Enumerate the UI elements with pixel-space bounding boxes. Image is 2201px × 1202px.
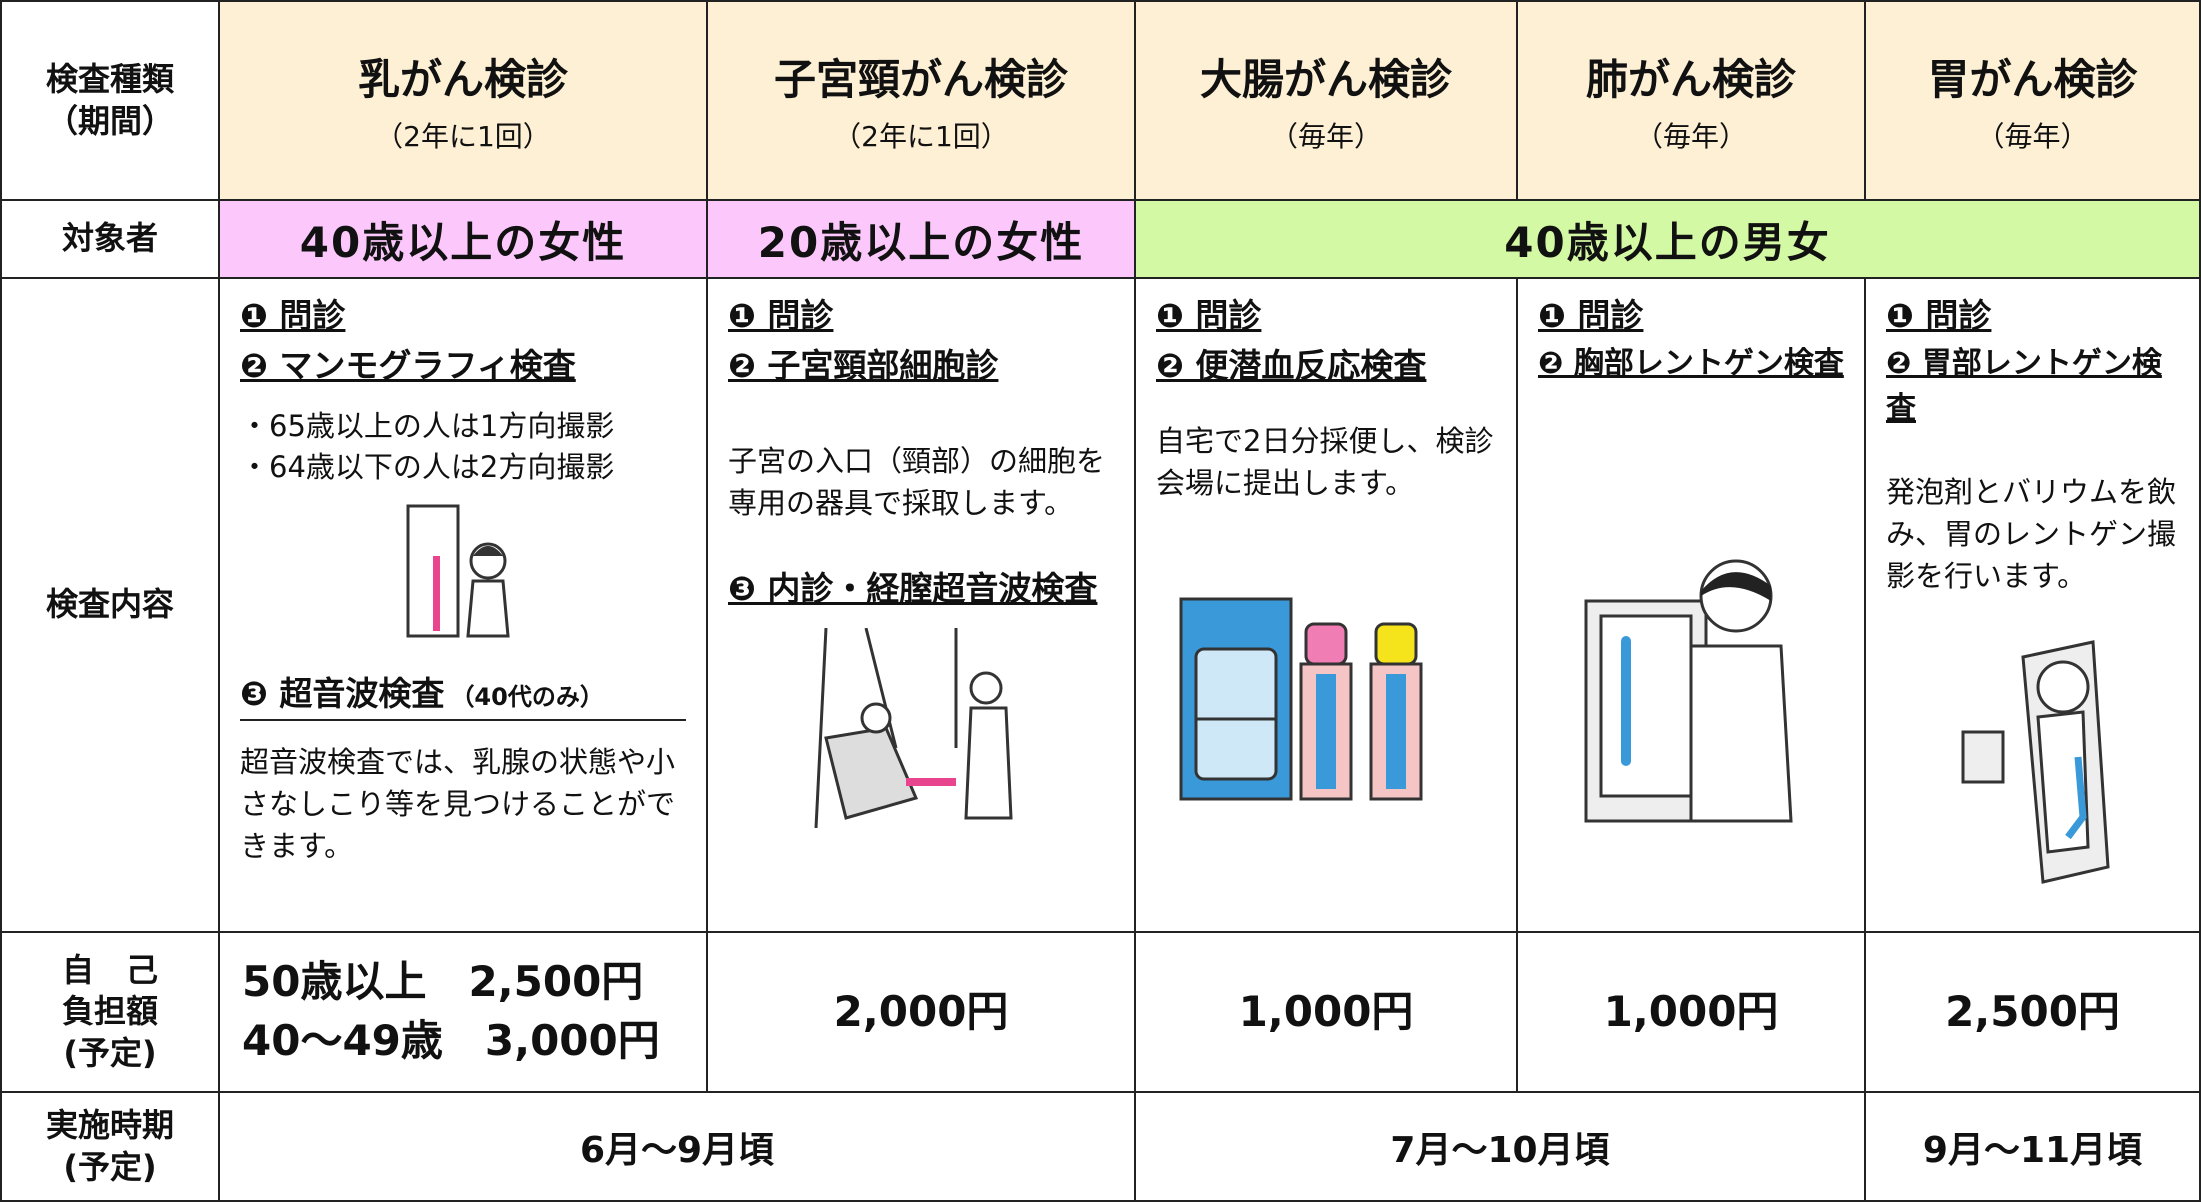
header-cell: 肺がん検診 （毎年） [1516, 0, 1866, 201]
exam-item: ❶ 問診 [240, 296, 346, 335]
schedule-value: 7月〜10月頃 [1390, 1129, 1610, 1171]
target-cell: 20歳以上の女性 [706, 199, 1136, 279]
exam-item: ❷ マンモグラフィ検査 [240, 345, 576, 385]
schedule-cell: 6月〜9月頃 [218, 1091, 1136, 1202]
cost-label-cell: 自 己 負担額 (予定) [0, 931, 220, 1093]
note: ・64歳以下の人は2方向撮影 [240, 449, 615, 484]
description: 超音波検査では、乳腺の状態や小さなしこり等を見つけることができます。 [240, 744, 676, 863]
exam-item: ❷ 胸部レントゲン検査 [1538, 345, 1844, 381]
cost-value: 40〜49歳 3,000円 [242, 1016, 660, 1065]
header-cell: 子宮頸がん検診 （2年に1回） [706, 0, 1136, 201]
exam-period: （毎年） [1976, 120, 2089, 153]
schedule-value: 6月〜9月頃 [579, 1129, 775, 1171]
cost-value: 1,000円 [1238, 986, 1414, 1036]
cost-value: 1,000円 [1603, 986, 1779, 1036]
description: 発泡剤とバリウムを飲み、胃のレントゲン撮影を行います。 [1886, 474, 2177, 593]
cost-cell: 50歳以上 2,500円 40〜49歳 3,000円 [218, 931, 708, 1093]
schedule-cell: 7月〜10月頃 [1134, 1091, 1866, 1202]
content-cell: ❶ 問診 ❷ 胸部レントゲン検査 [1516, 277, 1866, 933]
exam-item: ❶ 問診 [1156, 296, 1262, 335]
exam-name: 子宮頸がん検診 [773, 55, 1068, 104]
schedule-cell: 9月〜11月頃 [1864, 1091, 2201, 1202]
header-label-cell: 検査種類 （期間） [0, 0, 220, 201]
exam-period: （毎年） [1634, 120, 1747, 153]
row-label: （期間） [45, 101, 174, 140]
cost-cell: 2,500円 [1864, 931, 2201, 1093]
row-label: 負担額 [61, 992, 158, 1031]
stool-kit-illustration [1179, 597, 1423, 801]
row-label: 検査内容 [45, 585, 174, 624]
row-label: 対象者 [61, 219, 158, 258]
exam-item: ❸ 内診・経膣超音波検査 [728, 569, 1098, 609]
target-cell: 40歳以上の男女 [1134, 199, 2201, 279]
content-cell: ❶ 問診 ❷ 子宮頸部細胞診 子宮の入口（頸部）の細胞を専用の器具で採取します。… [706, 277, 1136, 933]
cost-cell: 1,000円 [1516, 931, 1866, 1093]
exam-period: （2年に1回） [833, 120, 1009, 153]
target-group: 20歳以上の女性 [757, 217, 1085, 267]
exam-name: 大腸がん検診 [1199, 55, 1452, 104]
stomach-xray-illustration [1961, 639, 2110, 884]
exam-name: 乳がん検診 [357, 55, 568, 104]
row-label: (予定) [63, 1147, 157, 1186]
item3-row: ❸ 超音波検査 （40代のみ） [240, 669, 686, 721]
cost-value: 50歳以上 2,500円 [242, 957, 644, 1007]
row-label: 自 己 [61, 950, 158, 989]
content-cell: ❶ 問診 ❷ マンモグラフィ検査 ・65歳以上の人は1方向撮影 ・64歳以下の人… [218, 277, 708, 933]
exam-item: ❷ 胃部レントゲン検査 [1886, 345, 2162, 426]
exam-period: （2年に1回） [375, 120, 551, 153]
row-label: (予定) [63, 1033, 157, 1072]
row-label: 実施時期 [45, 1105, 174, 1144]
target-label-cell: 対象者 [0, 199, 220, 279]
header-cell: 胃がん検診 （毎年） [1864, 0, 2201, 201]
description: 自宅で2日分採便し、検診会場に提出します。 [1156, 424, 1494, 501]
cost-cell: 1,000円 [1134, 931, 1518, 1093]
gynecology-illustration [814, 627, 1013, 828]
exam-item-note: （40代のみ） [450, 683, 604, 712]
exam-item: ❷ 子宮頸部細胞診 [728, 345, 999, 385]
exam-name: 肺がん検診 [1585, 55, 1796, 104]
header-cell: 乳がん検診 （2年に1回） [218, 0, 708, 201]
content-cell: ❶ 問診 ❷ 便潜血反応検査 自宅で2日分採便し、検診会場に提出します。 [1134, 277, 1518, 933]
target-group: 40歳以上の女性 [299, 217, 627, 267]
content-cell: ❶ 問診 ❷ 胃部レントゲン検査 発泡剤とバリウムを飲み、胃のレントゲン撮影を行… [1864, 277, 2201, 933]
exam-name: 胃がん検診 [1927, 55, 2138, 104]
schedule-value: 9月〜11月頃 [1922, 1129, 2143, 1171]
mammography-illustration [406, 504, 510, 638]
exam-item: ❶ 問診 [1538, 296, 1644, 335]
content-label-cell: 検査内容 [0, 277, 220, 933]
note: ・65歳以上の人は1方向撮影 [240, 409, 615, 443]
chest-xray-illustration [1584, 559, 1793, 822]
target-cell: 40歳以上の女性 [218, 199, 708, 279]
exam-item: ❶ 問診 [728, 296, 834, 335]
row-label: 検査種類 [45, 59, 174, 98]
schedule-label-cell: 実施時期 (予定) [0, 1091, 220, 1202]
exam-item: ❷ 便潜血反応検査 [1156, 345, 1427, 385]
exam-item: ❸ 超音波検査 [240, 674, 445, 714]
description: 子宮の入口（頸部）の細胞を専用の器具で採取します。 [728, 444, 1106, 521]
cost-cell: 2,000円 [706, 931, 1136, 1093]
exam-item: ❶ 問診 [1886, 296, 1992, 335]
cost-value: 2,500円 [1945, 986, 2120, 1036]
target-group: 40歳以上の男女 [1504, 217, 1831, 267]
exam-period: （毎年） [1269, 120, 1382, 153]
header-cell: 大腸がん検診 （毎年） [1134, 0, 1518, 201]
cost-value: 2,000円 [833, 986, 1009, 1036]
